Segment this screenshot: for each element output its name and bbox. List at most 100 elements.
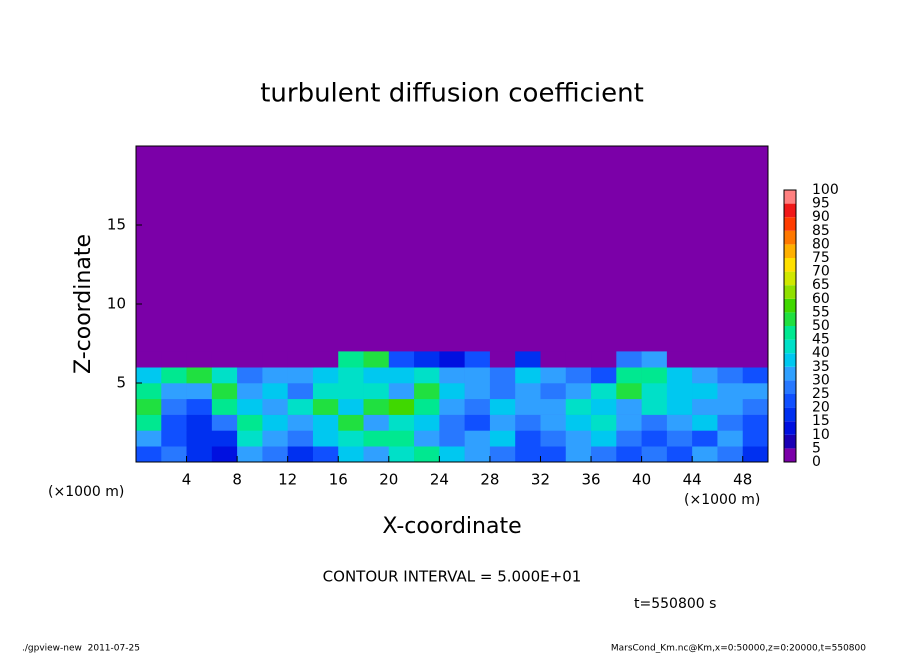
field-cell (666, 446, 693, 463)
field-cell (489, 430, 516, 447)
field-cell (237, 383, 263, 400)
field-cell (540, 383, 567, 400)
field-cell (237, 367, 263, 384)
field-cell (388, 430, 415, 447)
field-cell (414, 446, 440, 463)
y-tick-label: 10 (107, 295, 126, 313)
field-cell (515, 383, 541, 400)
time-label: t=550800 s (634, 596, 716, 612)
field-cell (489, 383, 516, 400)
field-cell (742, 446, 769, 463)
field-cell (186, 383, 213, 400)
field-cell (641, 398, 668, 415)
x-tick-label: 12 (278, 471, 297, 489)
field-cell (388, 414, 415, 431)
field-cell (540, 414, 567, 431)
colorbar-band (784, 285, 796, 299)
field-cell (287, 367, 314, 384)
field-cell (161, 367, 187, 384)
field-cell (262, 414, 288, 431)
x-tick-label: 40 (632, 471, 651, 489)
y-tick-label: 5 (116, 374, 126, 392)
field-cell (666, 414, 693, 431)
field-cell (641, 351, 668, 368)
field-cell (414, 414, 440, 431)
field-cell (161, 383, 187, 400)
colorbar-label: 10 (812, 427, 830, 443)
field-cell (439, 430, 465, 447)
field-cell (161, 398, 187, 415)
colorbar-band (784, 217, 796, 231)
field-cell (565, 351, 592, 368)
field-cell (363, 414, 390, 431)
field-cell (287, 383, 314, 400)
field-cell (717, 430, 744, 447)
field-cell (312, 398, 339, 415)
colorbar-band (784, 434, 796, 449)
field-cell (641, 383, 668, 400)
field-cell (136, 367, 162, 384)
y-unit: (×1000 m) (48, 484, 124, 500)
colorbar-label: 20 (812, 400, 830, 416)
field-cell (540, 398, 567, 415)
field-cell (287, 351, 314, 368)
field-cell (565, 446, 592, 463)
field-cell (742, 383, 769, 400)
colorbar-label: 35 (812, 359, 830, 375)
colorbar-band (784, 271, 796, 286)
contour-interval: CONTOUR INTERVAL = 5.000E+01 (323, 568, 582, 586)
colorbar-band (784, 394, 796, 408)
x-axis-label: X-coordinate (382, 514, 521, 539)
field-cell (464, 367, 491, 384)
colorbar-label: 100 (812, 182, 839, 198)
field-cell (692, 430, 718, 447)
field-cell (464, 398, 491, 415)
field-cell (211, 351, 238, 368)
field-cell (414, 398, 440, 415)
field-cell (540, 367, 567, 384)
field-cell (616, 398, 642, 415)
field-cell (540, 446, 567, 463)
colorbar-band (784, 407, 796, 422)
field-cell (363, 430, 390, 447)
x-tick-label: 16 (329, 471, 348, 489)
field-cell (742, 367, 769, 384)
field-cell (666, 367, 693, 384)
footer-left: ./gpview-new 2011-07-25 (22, 644, 140, 654)
field-cell (489, 414, 516, 431)
field-cell (262, 351, 288, 368)
field-cell (312, 367, 339, 384)
x-tick-label: 8 (232, 471, 242, 489)
field-cell (363, 351, 390, 368)
field-cell (439, 398, 465, 415)
field-cell (414, 383, 440, 400)
field-cell (237, 398, 263, 415)
field-cell (186, 398, 213, 415)
field-cell (388, 398, 415, 415)
field-cell (312, 446, 339, 463)
colorbar-band (784, 190, 796, 204)
field-cell (616, 430, 642, 447)
field-cell (262, 430, 288, 447)
colorbar-band (784, 421, 796, 435)
colorbar-label: 75 (812, 250, 830, 266)
field-cell (287, 414, 314, 431)
field-cell (211, 414, 238, 431)
field-cell (616, 383, 642, 400)
field-cell (439, 446, 465, 463)
field-cell (439, 414, 465, 431)
field-cell (287, 398, 314, 415)
field-cell (439, 383, 465, 400)
field-cell (641, 367, 668, 384)
x-tick-label: 4 (182, 471, 192, 489)
field-cell (338, 446, 364, 463)
field-cell (211, 398, 238, 415)
colorbar-band (784, 353, 796, 367)
field-cell (666, 351, 693, 368)
field-cell (388, 383, 415, 400)
x-tick-label: 28 (480, 471, 499, 489)
field-cell (616, 446, 642, 463)
field-cell (237, 414, 263, 431)
field-cell (515, 351, 541, 368)
field-cell (717, 383, 744, 400)
